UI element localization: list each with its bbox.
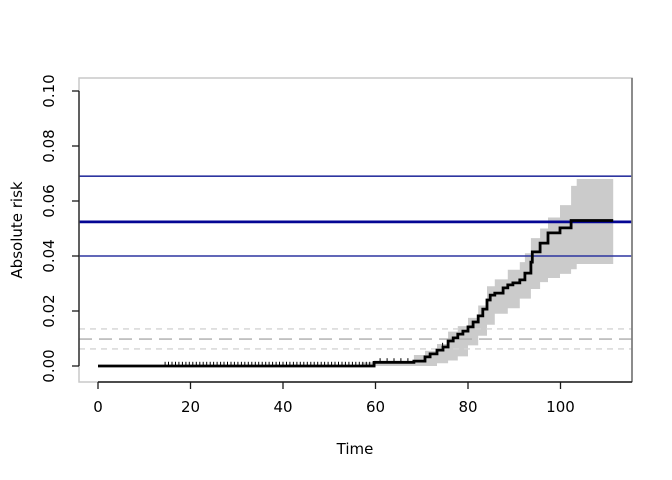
- y-tick-label: 0.00: [40, 349, 58, 382]
- x-tick-label: 100: [546, 398, 575, 416]
- x-axis-title: Time: [336, 440, 374, 458]
- x-tick-label: 60: [366, 398, 385, 416]
- x-tick-label: 40: [273, 398, 292, 416]
- absolute-risk-step-curve: [98, 219, 614, 368]
- y-tick-label: 0.02: [40, 294, 58, 327]
- y-tick-label: 0.06: [40, 184, 58, 217]
- y-tick-label: 0.10: [40, 74, 58, 107]
- y-tick-label: 0.08: [40, 129, 58, 162]
- x-tick-label: 20: [181, 398, 200, 416]
- y-tick-label: 0.04: [40, 239, 58, 272]
- x-tick-label: 80: [458, 398, 477, 416]
- x-tick-label: 0: [93, 398, 103, 416]
- confidence-band: [361, 179, 614, 366]
- y-axis-title: Absolute risk: [8, 181, 26, 279]
